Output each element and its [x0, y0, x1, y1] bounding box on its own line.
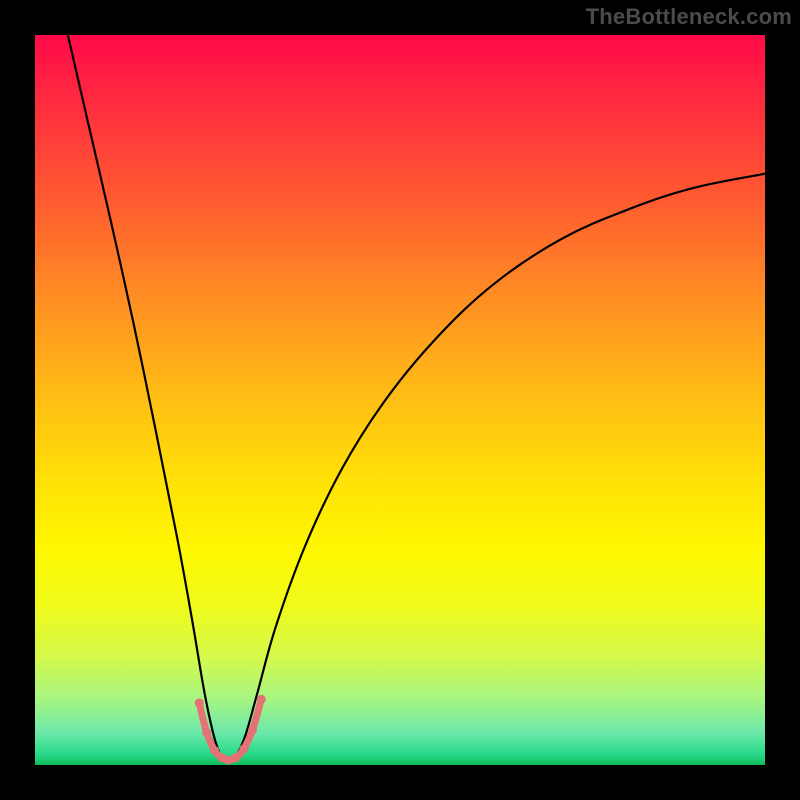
dip-marker-dot: [202, 728, 211, 737]
bottleneck-chart: [0, 0, 800, 800]
dip-marker-dot: [239, 744, 248, 753]
chart-container: TheBottleneck.com: [0, 0, 800, 800]
watermark-text: TheBottleneck.com: [586, 4, 792, 30]
dip-marker-dot: [210, 746, 219, 755]
dip-marker-dot: [195, 698, 204, 707]
dip-marker-dot: [257, 695, 266, 704]
plot-background: [35, 35, 765, 765]
dip-marker-dot: [231, 753, 240, 762]
dip-marker-dot: [248, 725, 257, 734]
